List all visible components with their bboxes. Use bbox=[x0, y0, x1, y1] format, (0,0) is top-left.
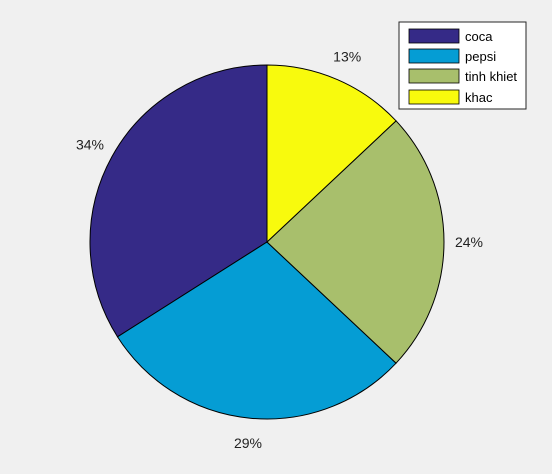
legend-swatch-coca bbox=[408, 28, 460, 44]
legend-item-coca[interactable]: coca bbox=[408, 28, 493, 44]
pie-slice-coca bbox=[89, 64, 268, 338]
legend-item-pepsi[interactable]: pepsi bbox=[408, 48, 496, 64]
slice-percent-labels: 34% 29% 24% 13% bbox=[76, 49, 483, 452]
pie-slice-khac bbox=[266, 64, 397, 244]
pie-slice-pepsi bbox=[116, 241, 397, 420]
legend-label-tinh-khiet: tinh khiet bbox=[465, 69, 517, 84]
percent-label-coca: 34% bbox=[76, 137, 104, 153]
legend-swatch-khac bbox=[408, 89, 460, 105]
pie-slices bbox=[89, 64, 445, 420]
legend-item-khac[interactable]: khac bbox=[408, 89, 493, 105]
percent-label-tinh-khiet: 24% bbox=[455, 234, 483, 250]
legend-label-pepsi: pepsi bbox=[465, 49, 496, 64]
legend-swatch-tinh-khiet bbox=[408, 68, 460, 84]
percent-label-pepsi: 29% bbox=[234, 435, 262, 451]
pie-slice-tinh-khiet bbox=[266, 120, 445, 364]
legend-label-khac: khac bbox=[465, 90, 493, 105]
legend[interactable]: coca pepsi tinh khiet khac bbox=[398, 21, 527, 110]
legend-swatch-pepsi bbox=[408, 48, 460, 64]
legend-item-tinh-khiet[interactable]: tinh khiet bbox=[408, 68, 517, 84]
legend-label-coca: coca bbox=[465, 29, 493, 44]
percent-label-khac: 13% bbox=[333, 49, 361, 65]
